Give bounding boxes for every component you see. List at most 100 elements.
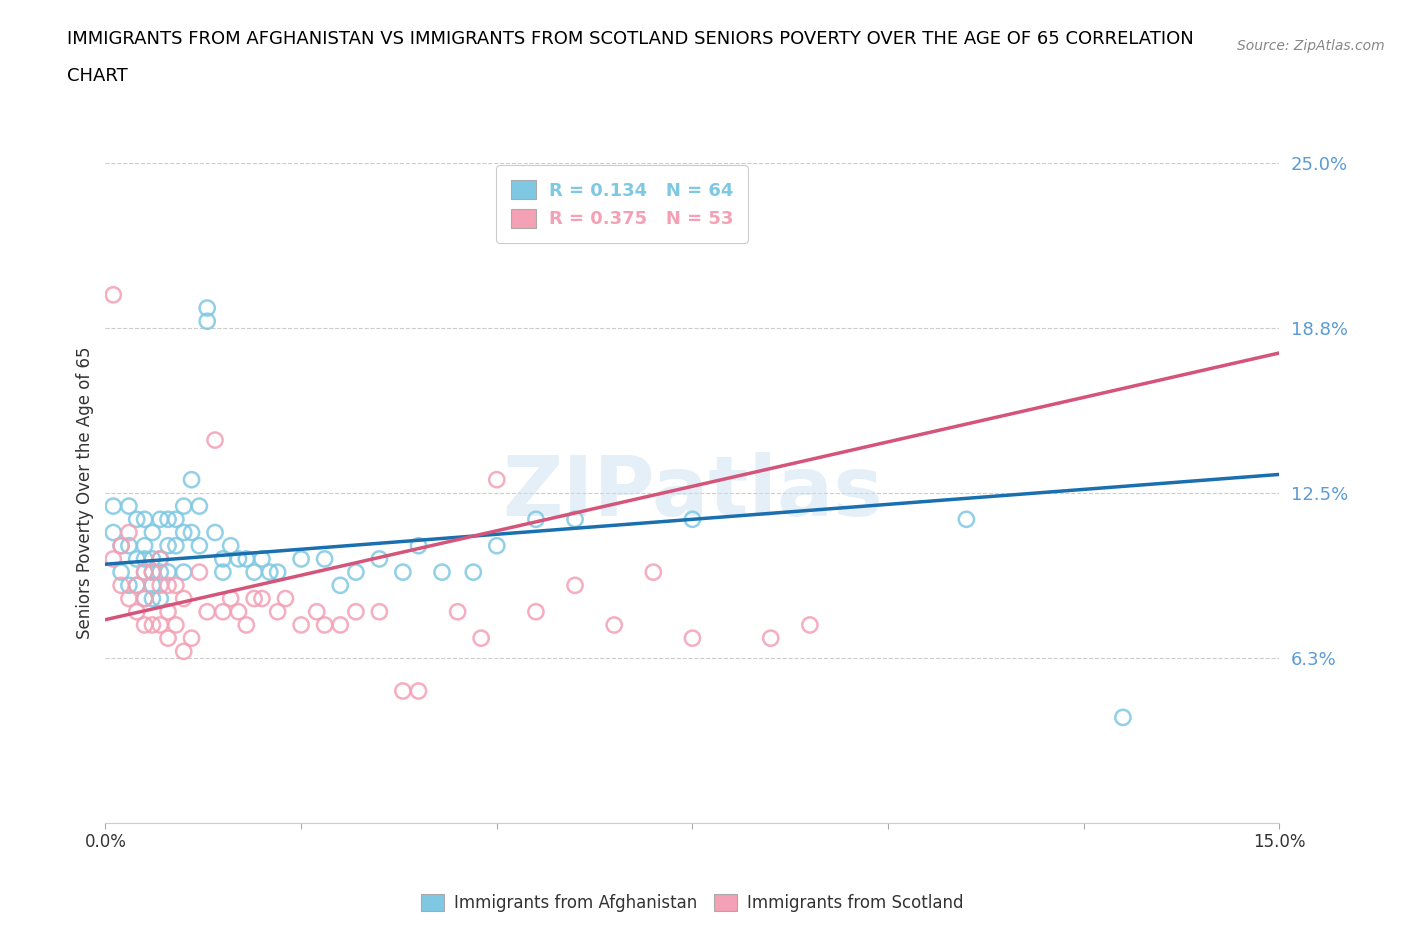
Point bbox=[157, 604, 180, 619]
Point bbox=[266, 565, 288, 579]
Point bbox=[141, 565, 163, 579]
Point bbox=[228, 551, 250, 566]
Point bbox=[103, 525, 125, 540]
Point bbox=[149, 551, 172, 566]
Point bbox=[259, 565, 281, 579]
Point bbox=[329, 618, 352, 632]
Point bbox=[149, 512, 172, 526]
Point bbox=[173, 644, 195, 658]
Point bbox=[149, 551, 172, 566]
Point bbox=[103, 498, 125, 513]
Point bbox=[180, 472, 202, 487]
Point bbox=[141, 591, 163, 606]
Point bbox=[149, 565, 172, 579]
Point bbox=[180, 631, 202, 645]
Point bbox=[118, 578, 141, 592]
Point bbox=[157, 565, 180, 579]
Point bbox=[430, 565, 453, 579]
Point bbox=[524, 604, 547, 619]
Point bbox=[266, 604, 288, 619]
Point bbox=[955, 512, 977, 526]
Point bbox=[408, 684, 430, 698]
Point bbox=[125, 604, 148, 619]
Point bbox=[235, 551, 257, 566]
Point bbox=[125, 578, 148, 592]
Point bbox=[228, 604, 250, 619]
Point bbox=[134, 538, 156, 553]
Point bbox=[243, 591, 266, 606]
Point bbox=[195, 300, 218, 315]
Point bbox=[173, 498, 195, 513]
Point bbox=[392, 684, 415, 698]
Point bbox=[392, 565, 415, 579]
Point bbox=[211, 565, 233, 579]
Point bbox=[564, 512, 586, 526]
Point bbox=[125, 512, 148, 526]
Point bbox=[157, 631, 180, 645]
Point bbox=[290, 618, 312, 632]
Point bbox=[110, 538, 132, 553]
Point bbox=[157, 512, 180, 526]
Point bbox=[134, 591, 156, 606]
Point bbox=[125, 551, 148, 566]
Point bbox=[290, 551, 312, 566]
Point bbox=[408, 538, 430, 553]
Point bbox=[141, 565, 163, 579]
Point bbox=[211, 604, 233, 619]
Point bbox=[470, 631, 492, 645]
Point bbox=[134, 591, 156, 606]
Point bbox=[314, 551, 336, 566]
Point bbox=[149, 578, 172, 592]
Point bbox=[344, 604, 367, 619]
Point bbox=[188, 565, 211, 579]
Point bbox=[446, 604, 468, 619]
Point bbox=[211, 551, 233, 566]
Point bbox=[141, 525, 163, 540]
Point bbox=[305, 604, 328, 619]
Point bbox=[149, 591, 172, 606]
Point bbox=[149, 618, 172, 632]
Point bbox=[118, 498, 141, 513]
Point bbox=[204, 432, 226, 447]
Point bbox=[157, 578, 180, 592]
Point bbox=[173, 525, 195, 540]
Point bbox=[759, 631, 782, 645]
Point bbox=[103, 287, 125, 302]
Point bbox=[799, 618, 821, 632]
Point bbox=[524, 512, 547, 526]
Point bbox=[681, 512, 703, 526]
Point bbox=[134, 551, 156, 566]
Point bbox=[134, 565, 156, 579]
Point bbox=[141, 578, 163, 592]
Point bbox=[274, 591, 297, 606]
Point bbox=[165, 538, 187, 553]
Legend: Immigrants from Afghanistan, Immigrants from Scotland: Immigrants from Afghanistan, Immigrants … bbox=[412, 885, 973, 921]
Point bbox=[485, 538, 508, 553]
Point bbox=[110, 538, 132, 553]
Point bbox=[463, 565, 485, 579]
Point bbox=[180, 525, 202, 540]
Point bbox=[165, 578, 187, 592]
Point bbox=[134, 565, 156, 579]
Point bbox=[118, 525, 141, 540]
Point bbox=[368, 551, 391, 566]
Point bbox=[219, 591, 242, 606]
Point bbox=[643, 565, 665, 579]
Point bbox=[110, 578, 132, 592]
Point bbox=[157, 538, 180, 553]
Y-axis label: Seniors Poverty Over the Age of 65: Seniors Poverty Over the Age of 65 bbox=[76, 347, 94, 639]
Point bbox=[564, 578, 586, 592]
Point bbox=[134, 618, 156, 632]
Text: IMMIGRANTS FROM AFGHANISTAN VS IMMIGRANTS FROM SCOTLAND SENIORS POVERTY OVER THE: IMMIGRANTS FROM AFGHANISTAN VS IMMIGRANT… bbox=[67, 30, 1194, 47]
Point bbox=[103, 551, 125, 566]
Point bbox=[485, 472, 508, 487]
Point bbox=[188, 498, 211, 513]
Point bbox=[243, 565, 266, 579]
Point bbox=[195, 604, 218, 619]
Point bbox=[110, 565, 132, 579]
Point bbox=[219, 538, 242, 553]
Point bbox=[368, 604, 391, 619]
Point bbox=[125, 578, 148, 592]
Point bbox=[165, 618, 187, 632]
Point bbox=[173, 565, 195, 579]
